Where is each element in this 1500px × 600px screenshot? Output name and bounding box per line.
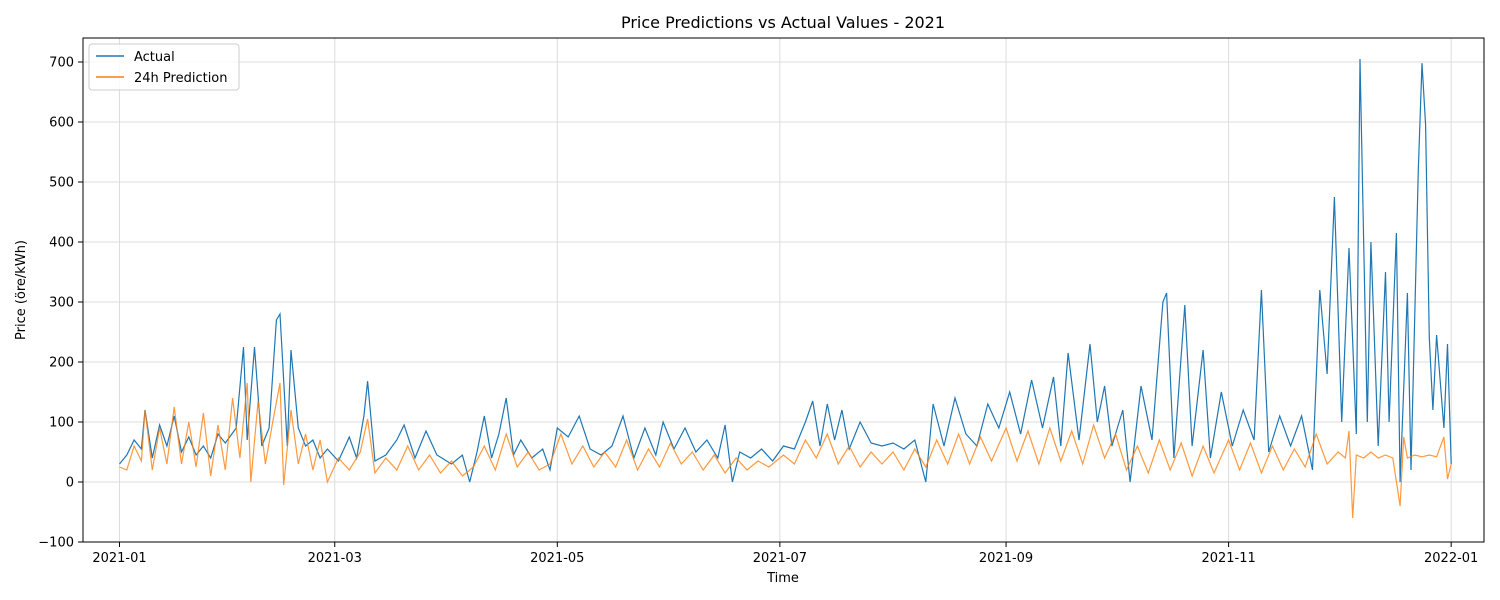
plot-frame (82, 37, 1485, 543)
x-axis: 2021-01 2021-03 2021-05 2021-07 2021-09 2021-… (92, 542, 1478, 566)
y-axis: −100 0 100 200 300 400 500 600 700 (38, 56, 83, 551)
legend-box (88, 43, 240, 91)
y-tick-label: 500 (49, 176, 74, 191)
legend-label-actual: Actual (134, 50, 175, 65)
chart-title: Price Predictions vs Actual Values - 202… (621, 13, 945, 32)
y-tick-label: 0 (66, 476, 74, 491)
y-tick-label: 200 (49, 356, 74, 371)
x-tick-label: 2022-01 (1424, 551, 1478, 566)
x-tick-label: 2021-03 (308, 551, 362, 566)
series-line-24h-prediction (119, 382, 1452, 519)
y-axis-label: Price (öre/kWh) (14, 240, 29, 340)
x-tick-label: 2021-09 (979, 551, 1033, 566)
plot-series (119, 58, 1452, 519)
series-line-actual (119, 58, 1452, 483)
x-tick-label: 2021-11 (1201, 551, 1255, 566)
y-tick-label: 100 (49, 416, 74, 431)
x-axis-label: Time (766, 571, 799, 586)
legend: Actual 24h Prediction (88, 43, 240, 91)
legend-label-prediction: 24h Prediction (134, 71, 228, 86)
y-tick-label: 300 (49, 296, 74, 311)
y-tick-label: 400 (49, 236, 74, 251)
x-tick-label: 2021-05 (530, 551, 584, 566)
grid (83, 38, 1484, 543)
y-tick-label: 700 (49, 56, 74, 71)
x-tick-label: 2021-07 (753, 551, 807, 566)
y-tick-label: 600 (49, 116, 74, 131)
x-tick-label: 2021-01 (92, 551, 146, 566)
y-tick-label: −100 (38, 536, 74, 551)
